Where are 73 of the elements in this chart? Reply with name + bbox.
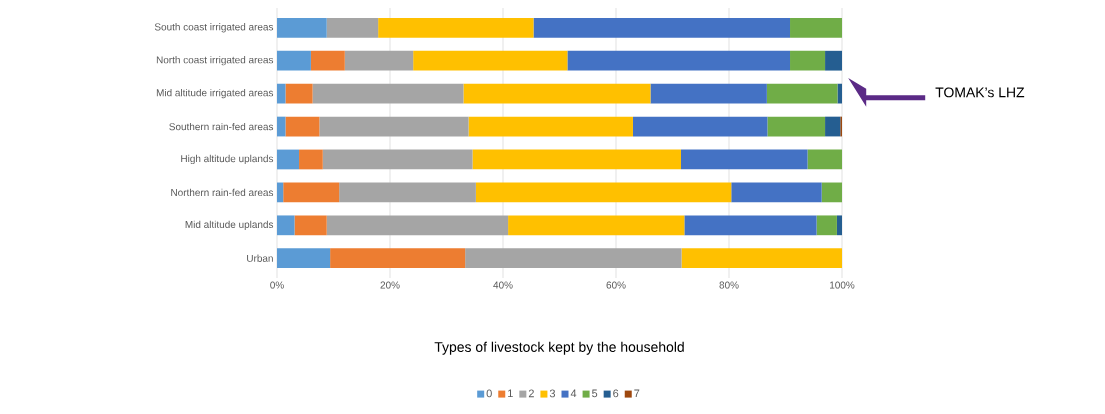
bar [326,17,379,38]
bar [821,182,843,203]
bar [567,50,791,71]
legend-label: 7 [634,389,640,398]
y-tick-label: Mid altitude irrigated areas [156,88,274,99]
legend-label: 5 [592,389,598,398]
y-tick-label: South coast irrigated areas [154,23,274,33]
bar [285,83,313,104]
bar [277,50,311,71]
bar [277,83,286,104]
x-tick-label: 20% [380,281,400,289]
bar [277,215,295,236]
bar [319,116,469,137]
legend-label: 3 [549,389,556,398]
bar [294,215,327,236]
x-tick-label: 100% [830,281,855,289]
bar [837,83,843,104]
bar [825,116,841,137]
legend-label: 1 [508,389,513,398]
bar [277,182,284,203]
bar [836,215,843,236]
x-tick-label: 0% [270,281,284,289]
x-tick-label: 60% [606,281,626,289]
y-tick-label: North coast irrigated areas [156,56,274,66]
bar [285,116,320,137]
bar [680,149,808,170]
bar [472,149,681,170]
bar [299,149,323,170]
bar [632,116,768,137]
bar [790,17,843,38]
bar [277,116,286,137]
legend-label: 0 [486,389,492,398]
bar [322,149,473,170]
bar [378,17,534,38]
bar [465,248,682,269]
bar [475,182,732,203]
x-tick-label: 40% [493,281,513,289]
bar [767,116,826,137]
bar [312,83,464,104]
y-tick-label: Mid altitude uplands [185,220,274,230]
x-axis-title: Types of livestock kept by the household [434,341,684,355]
bar [508,215,685,236]
bar [310,50,345,71]
bar [277,17,327,38]
bar [463,83,651,104]
bar [790,50,826,71]
bar [277,248,331,269]
y-tick-label: Urban [247,254,273,262]
legend-label: 6 [613,389,619,398]
bar [468,116,633,137]
bar [807,149,843,170]
bar [731,182,822,203]
bar [816,215,837,236]
bar [330,248,466,269]
legend-label: 4 [570,389,577,398]
bar [650,83,767,104]
bar [413,50,568,71]
legend-label: 2 [528,389,534,398]
bar [766,83,838,104]
text: TOMAK’s LHZ [935,87,1025,98]
y-tick-label: High altitude uplands [181,154,274,165]
bar [533,17,791,38]
y-tick-label: Northern rain-fed areas [171,188,274,197]
bar [684,215,817,236]
bar [326,215,509,236]
bar [825,50,843,71]
x-tick-label: 80% [719,281,739,289]
bar [339,182,476,203]
bar [277,149,300,170]
bar [283,182,340,203]
bar [681,248,843,269]
bar [344,50,414,71]
y-tick-label: Southern rain-fed areas [169,122,274,131]
